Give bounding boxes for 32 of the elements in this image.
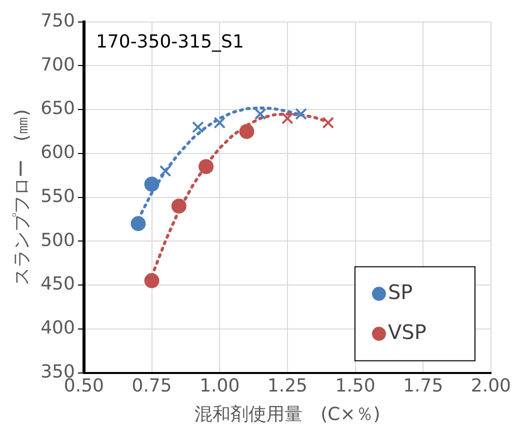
y-tick-label: 600	[40, 142, 75, 164]
point	[322, 116, 334, 129]
y-tick-label: 500	[40, 230, 75, 251]
point	[214, 116, 226, 129]
point	[171, 198, 186, 214]
x-axis-title: 混和剤使用量 (C×％)	[194, 404, 380, 425]
y-axis-title: スランプフロー (㎜)	[11, 109, 32, 286]
x-tick-label: 2.00	[470, 375, 511, 396]
point	[239, 124, 254, 139]
y-tick-label: 450	[40, 274, 75, 295]
point	[254, 108, 266, 120]
point	[295, 108, 307, 120]
y-tick-label: 400	[40, 318, 75, 339]
legend-label: SP	[388, 280, 413, 304]
y-tick-label: 750	[40, 10, 75, 32]
x-tick-label: 0.75	[132, 375, 172, 396]
y-tick-label: 550	[40, 186, 75, 207]
point	[192, 121, 204, 134]
x-tick-label: 1.50	[335, 375, 376, 396]
point	[159, 165, 172, 177]
point	[282, 112, 294, 124]
text: 170-350-315_S1	[96, 31, 244, 52]
y-tick-label: 700	[40, 54, 75, 76]
point	[130, 216, 146, 232]
point	[144, 176, 160, 192]
point	[144, 273, 160, 288]
point	[198, 159, 214, 174]
x-tick-label: 1.75	[403, 375, 444, 396]
y-tick-label: 650	[40, 98, 75, 120]
x-tick-label: 1.25	[267, 375, 308, 396]
legend-label: VSP	[388, 320, 426, 344]
x-tick-label: 1.00	[200, 375, 240, 396]
